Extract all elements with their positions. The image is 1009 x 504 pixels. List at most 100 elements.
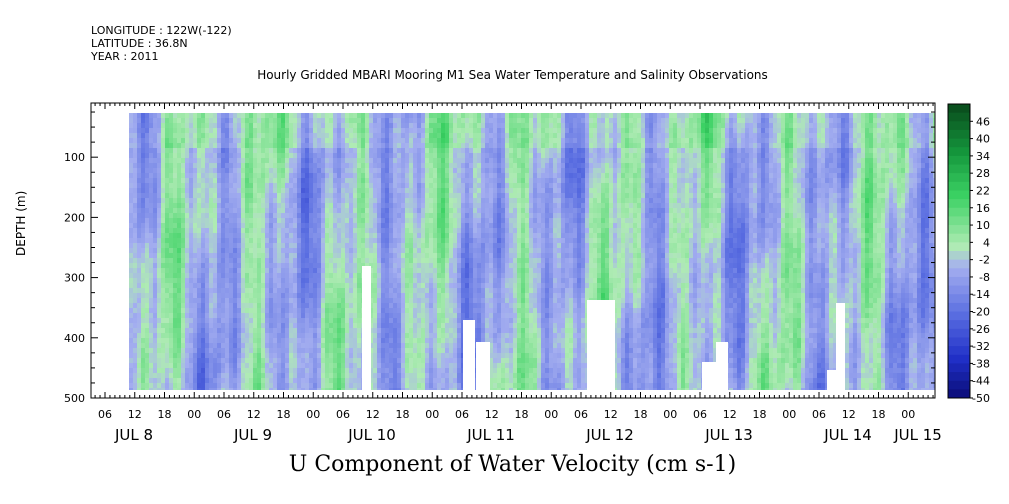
heatmap-cell [209,268,213,273]
heatmap-cell [165,318,169,323]
heatmap-cell [249,373,253,378]
heatmap-cell [273,218,277,223]
heatmap-cell [445,278,449,283]
heatmap-cell [429,328,433,333]
heatmap-cell [241,208,245,213]
heatmap-cell [189,248,193,253]
heatmap-cell [249,198,253,203]
heatmap-cell [145,168,149,173]
heatmap-cell [429,173,433,178]
heatmap-cell [209,158,213,163]
heatmap-cell [157,308,161,313]
heatmap-cell [349,168,353,173]
heatmap-cell [273,203,277,208]
heatmap-cell [245,153,249,158]
heatmap-cell [257,323,261,328]
heatmap-cell [173,233,177,238]
heatmap-cell [245,143,249,148]
heatmap-cell [225,283,229,288]
heatmap-cell [373,318,377,323]
heatmap-cell [453,203,457,208]
heatmap-cell [421,258,425,263]
heatmap-cell [149,218,153,223]
heatmap-cell [185,128,189,133]
heatmap-cell [253,388,257,390]
heatmap-cell [237,313,241,318]
heatmap-cell [285,293,289,298]
heatmap-cell [269,268,273,273]
heatmap-cell [477,153,481,158]
heatmap-cell [473,118,477,123]
heatmap-cell [345,243,349,248]
heatmap-cell [453,168,457,173]
heatmap-cell [381,113,385,118]
heatmap-cell [217,388,221,390]
heatmap-cell [237,113,241,118]
heatmap-cell [189,243,193,248]
heatmap-cell [173,338,177,343]
heatmap-cell [209,363,213,368]
heatmap-cell [209,123,213,128]
heatmap-cell [209,148,213,153]
heatmap-cell [313,223,317,228]
heatmap-cell [333,293,337,298]
heatmap-cell [221,338,225,343]
heatmap-cell [445,323,449,328]
heatmap-cell [145,173,149,178]
heatmap-cell [393,203,397,208]
heatmap-cell [281,158,285,163]
heatmap-cell [417,338,421,343]
heatmap-cell [357,258,361,263]
heatmap-cell [477,273,481,278]
heatmap-cell [289,313,293,318]
heatmap-cell [441,238,445,243]
heatmap-cell [457,308,461,313]
heatmap-cell [225,203,229,208]
heatmap-cell [413,333,417,338]
heatmap-cell [341,338,345,343]
heatmap-cell [161,223,165,228]
heatmap-cell [281,218,285,223]
heatmap-cell [293,303,297,308]
heatmap-cell [169,173,173,178]
heatmap-cell [345,223,349,228]
heatmap-cell [201,338,205,343]
heatmap-cell [165,228,169,233]
heatmap-cell [345,373,349,378]
heatmap-cell [317,208,321,213]
heatmap-cell [265,133,269,138]
heatmap-cell [433,338,437,343]
heatmap-cell [181,188,185,193]
heatmap-cell [209,323,213,328]
heatmap-cell [369,158,373,163]
heatmap-cell [353,183,357,188]
heatmap-cell [145,193,149,198]
heatmap-cell [329,228,333,233]
heatmap-cell [145,113,149,118]
heatmap-cell [449,128,453,133]
heatmap-cell [257,343,261,348]
heatmap-cell [165,308,169,313]
heatmap-cell [401,383,405,388]
heatmap-cell [337,243,341,248]
heatmap-cell [433,113,437,118]
heatmap-cell [233,173,237,178]
heatmap-cell [313,218,317,223]
heatmap-cell [225,273,229,278]
heatmap-cell [325,203,329,208]
heatmap-cell [237,243,241,248]
heatmap-cell [189,258,193,263]
heatmap-cell [441,383,445,388]
heatmap-cell [325,143,329,148]
heatmap-cell [453,328,457,333]
heatmap-cell [281,243,285,248]
heatmap-cell [365,168,369,173]
heatmap-cell [417,198,421,203]
heatmap-cell [357,273,361,278]
heatmap-cell [405,343,409,348]
heatmap-cell [141,343,145,348]
heatmap-cell [457,313,461,318]
heatmap-cell [281,238,285,243]
heatmap-cell [313,168,317,173]
heatmap-cell [285,338,289,343]
